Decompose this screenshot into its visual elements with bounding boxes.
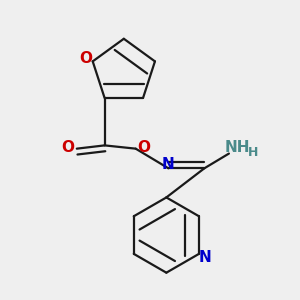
Text: O: O	[79, 51, 92, 66]
Text: N: N	[162, 157, 175, 172]
Text: O: O	[137, 140, 150, 155]
Text: H: H	[248, 146, 259, 159]
Text: N: N	[199, 250, 212, 265]
Text: NH: NH	[224, 140, 250, 154]
Text: O: O	[61, 140, 74, 154]
